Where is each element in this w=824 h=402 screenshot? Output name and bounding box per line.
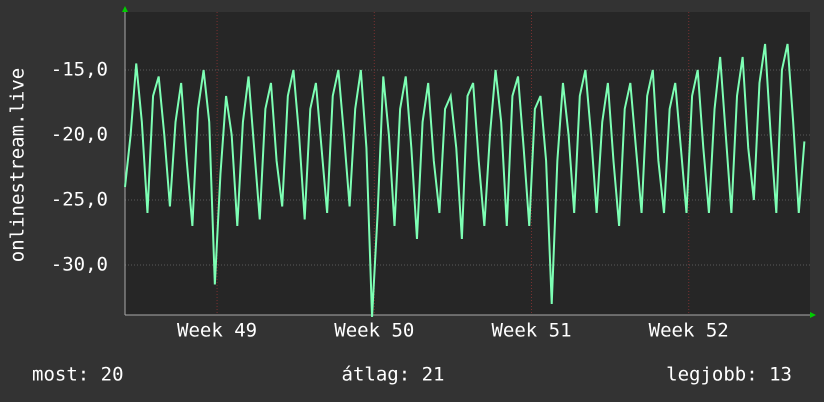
footer-text: most: 20	[32, 364, 124, 386]
footer-text: legjobb: 13	[666, 364, 792, 386]
footer-text: átlag: 21	[342, 364, 445, 386]
x-tick-label: Week 49	[177, 320, 257, 342]
axis-arrow	[810, 312, 816, 318]
x-tick-label: Week 50	[334, 320, 414, 342]
y-tick-label: -30,0	[51, 253, 108, 275]
x-tick-label: Week 51	[491, 320, 571, 342]
y-tick-label: -15,0	[51, 58, 108, 80]
axis-arrow	[122, 6, 128, 12]
y-axis-label: onlinestream.live	[7, 68, 29, 262]
x-tick-label: Week 52	[649, 320, 729, 342]
y-tick-label: -25,0	[51, 188, 108, 210]
plot-area	[125, 12, 810, 315]
data-line	[124, 43, 806, 318]
y-tick-label: -20,0	[51, 123, 108, 145]
